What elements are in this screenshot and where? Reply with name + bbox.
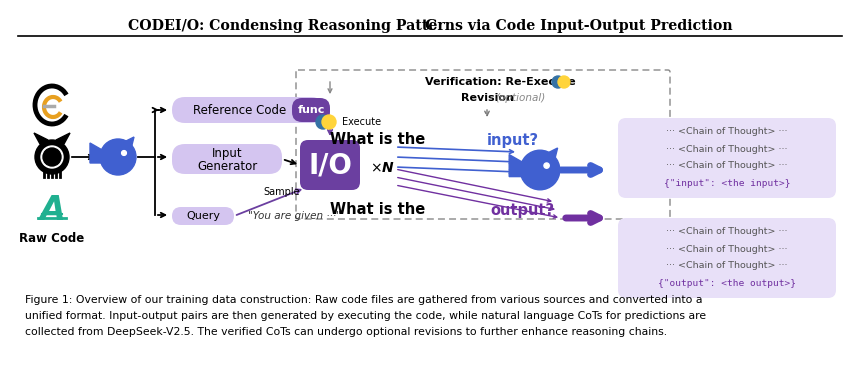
Text: ×: ×	[370, 161, 382, 175]
Circle shape	[316, 115, 330, 129]
Text: Generator: Generator	[197, 160, 257, 172]
Circle shape	[322, 115, 336, 129]
FancyBboxPatch shape	[172, 97, 324, 123]
Polygon shape	[544, 148, 557, 166]
Circle shape	[558, 76, 570, 88]
Polygon shape	[509, 155, 525, 177]
Text: I/O: I/O	[308, 151, 352, 179]
Text: ··· <Chain of Thought> ···: ··· <Chain of Thought> ···	[666, 145, 788, 153]
Circle shape	[544, 163, 550, 168]
Text: Verification: Re-Execute: Verification: Re-Execute	[425, 77, 575, 87]
Text: Query: Query	[186, 211, 220, 221]
Text: ··· <Chain of Thought> ···: ··· <Chain of Thought> ···	[666, 127, 788, 137]
Text: Reference Code: Reference Code	[194, 103, 286, 116]
Text: CODEI/O: Condensing Reasoning Patterns via Code Input-Output Prediction: CODEI/O: Condensing Reasoning Patterns v…	[127, 19, 733, 33]
Text: ··· <Chain of Thought> ···: ··· <Chain of Thought> ···	[666, 244, 788, 254]
Text: Sample: Sample	[264, 187, 300, 197]
Circle shape	[43, 148, 61, 166]
FancyBboxPatch shape	[618, 118, 836, 198]
FancyBboxPatch shape	[618, 218, 836, 298]
Text: (optional): (optional)	[494, 93, 545, 103]
Text: ··· <Chain of Thought> ···: ··· <Chain of Thought> ···	[666, 228, 788, 236]
Text: ··· <Chain of Thought> ···: ··· <Chain of Thought> ···	[666, 262, 788, 270]
Text: A: A	[39, 193, 65, 226]
Polygon shape	[56, 133, 70, 144]
Text: N: N	[382, 161, 394, 175]
FancyBboxPatch shape	[172, 207, 234, 225]
Polygon shape	[122, 137, 134, 153]
Text: C: C	[424, 19, 436, 33]
FancyBboxPatch shape	[300, 140, 360, 190]
Text: func: func	[298, 105, 325, 115]
Circle shape	[100, 139, 136, 175]
Polygon shape	[34, 133, 48, 144]
Circle shape	[41, 146, 63, 168]
FancyBboxPatch shape	[292, 98, 330, 122]
Polygon shape	[90, 143, 104, 163]
FancyBboxPatch shape	[172, 144, 282, 174]
Text: Raw Code: Raw Code	[20, 232, 84, 244]
Text: "You are given ···": "You are given ···"	[248, 211, 341, 221]
Text: Figure 1: Overview of our training data construction: Raw code files are gathere: Figure 1: Overview of our training data …	[25, 295, 703, 305]
Circle shape	[121, 150, 126, 155]
Text: collected from DeepSeek-V2.5. The verified CoTs can undergo optional revisions t: collected from DeepSeek-V2.5. The verifi…	[25, 327, 667, 337]
Circle shape	[552, 76, 564, 88]
Text: What is the: What is the	[329, 203, 430, 218]
Text: Execute: Execute	[342, 117, 381, 127]
Text: What is the: What is the	[329, 132, 430, 148]
Text: Input: Input	[212, 148, 243, 160]
Circle shape	[520, 150, 560, 190]
Text: {"input": <the input>}: {"input": <the input>}	[664, 178, 790, 188]
Text: ··· <Chain of Thought> ···: ··· <Chain of Thought> ···	[666, 161, 788, 171]
Circle shape	[35, 140, 69, 174]
Text: Revision: Revision	[461, 93, 513, 103]
Text: output?: output?	[490, 203, 554, 218]
Text: unified format. Input-output pairs are then generated by executing the code, whi: unified format. Input-output pairs are t…	[25, 311, 706, 321]
Text: {"output": <the output>}: {"output": <the output>}	[658, 279, 796, 287]
Text: input?: input?	[487, 132, 539, 148]
